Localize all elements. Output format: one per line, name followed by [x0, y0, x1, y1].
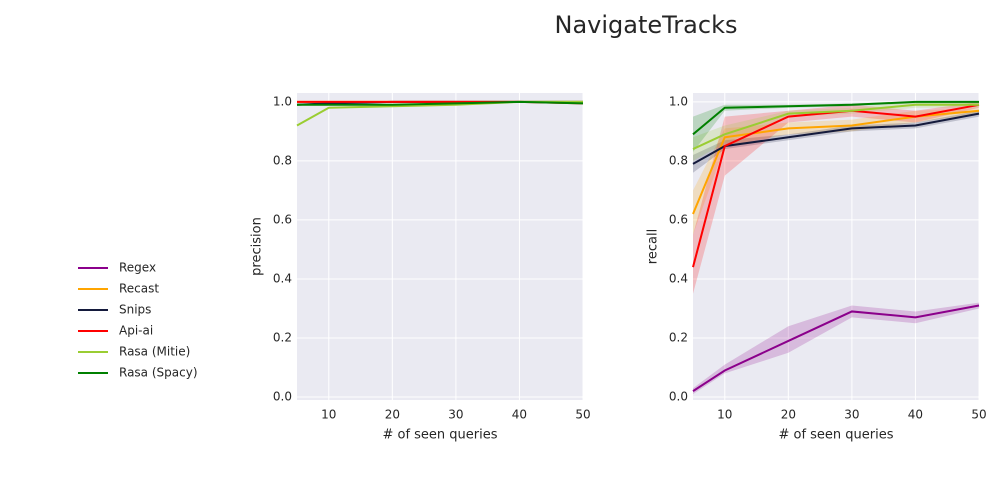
line — [692, 103, 979, 150]
y-tick-label: 0.8 — [273, 153, 292, 167]
y-tick-label: 0.0 — [669, 390, 688, 404]
x-axis-label: # of seen queries — [382, 428, 497, 443]
plot-background — [297, 93, 583, 400]
y-tick-label: 0.2 — [669, 331, 688, 345]
x-tick-label: 10 — [321, 408, 336, 422]
y-axis-label: recall — [646, 229, 661, 264]
legend-label: Rasa (Mitie) — [119, 345, 190, 359]
legend-label: Snips — [119, 303, 151, 317]
x-tick-label: 30 — [448, 408, 463, 422]
legend-label: Api-ai — [119, 324, 153, 338]
legend-label: Regex — [119, 261, 156, 275]
confidence-band — [693, 101, 979, 161]
line — [692, 100, 979, 136]
x-tick-label: 20 — [781, 408, 796, 422]
x-tick-label: 50 — [575, 408, 590, 422]
x-tick-label: 10 — [717, 408, 732, 422]
y-tick-label: 1.0 — [273, 94, 292, 108]
x-tick-label: 40 — [908, 408, 923, 422]
x-tick-label: 20 — [385, 408, 400, 422]
y-tick-label: 1.0 — [669, 94, 688, 108]
figure-title: NavigateTracks — [555, 11, 738, 39]
line — [692, 103, 980, 268]
y-tick-label: 0.0 — [273, 390, 292, 404]
y-tick-label: 0.4 — [669, 271, 688, 285]
x-axis-label: # of seen queries — [778, 428, 893, 443]
x-tick-label: 50 — [971, 408, 986, 422]
y-tick-label: 0.8 — [669, 153, 688, 167]
y-tick-label: 0.4 — [273, 271, 292, 285]
line — [692, 304, 980, 392]
y-tick-label: 0.6 — [669, 212, 688, 226]
line — [692, 112, 980, 165]
x-tick-label: 30 — [844, 408, 859, 422]
y-axis-label: precision — [250, 217, 265, 276]
y-tick-label: 0.2 — [273, 331, 292, 345]
line — [297, 100, 584, 106]
legend-label: Rasa (Spacy) — [119, 366, 198, 380]
confidence-band — [693, 101, 979, 153]
y-tick-label: 0.6 — [273, 212, 292, 226]
x-tick-label: 40 — [512, 408, 527, 422]
legend-label: Recast — [119, 282, 159, 296]
